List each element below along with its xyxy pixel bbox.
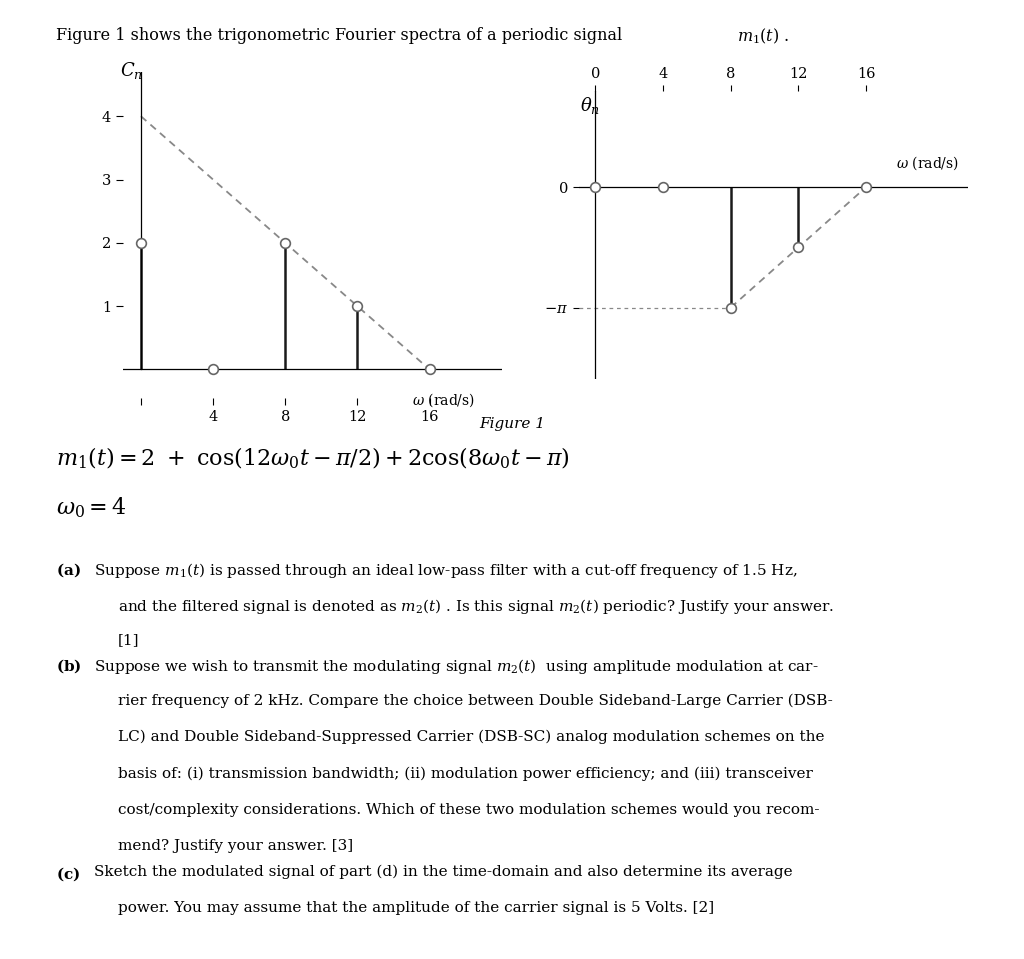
Text: Suppose we wish to transmit the modulating signal $m_2(t)$  using amplitude modu: Suppose we wish to transmit the modulati… [94, 657, 819, 676]
Text: $m_1(t) = 2\ +\ \cos\!\left(12\omega_0 t - \pi/2\right) + 2\cos\!\left(8\omega_0: $m_1(t) = 2\ +\ \cos\!\left(12\omega_0 t… [56, 446, 570, 471]
Text: $\mathbf{(a)}$: $\mathbf{(a)}$ [56, 561, 81, 578]
Text: LC) and Double Sideband-Suppressed Carrier (DSB-SC) analog modulation schemes on: LC) and Double Sideband-Suppressed Carri… [118, 730, 824, 744]
Text: Figure 1 shows the trigonometric Fourier spectra of a periodic signal: Figure 1 shows the trigonometric Fourier… [56, 27, 633, 44]
Text: cost/complexity considerations. Which of these two modulation schemes would you : cost/complexity considerations. Which of… [118, 803, 819, 817]
Text: $\mathbf{(b)}$: $\mathbf{(b)}$ [56, 657, 82, 674]
Text: and the filtered signal is denoted as $m_2(t)$ . Is this signal $m_2(t)$ periodi: and the filtered signal is denoted as $m… [118, 597, 835, 617]
Text: $\omega_0 = 4$: $\omega_0 = 4$ [56, 496, 127, 521]
Text: $C_n$: $C_n$ [121, 60, 143, 82]
Text: Figure 1: Figure 1 [479, 417, 545, 432]
Text: $\omega$ (rad/s): $\omega$ (rad/s) [412, 391, 475, 409]
Text: power. You may assume that the amplitude of the carrier signal is 5 Volts. [2]: power. You may assume that the amplitude… [118, 901, 714, 916]
Text: $\omega$ (rad/s): $\omega$ (rad/s) [896, 154, 959, 172]
Text: $\theta_n$: $\theta_n$ [581, 95, 600, 116]
Text: rier frequency of 2 kHz. Compare the choice between Double Sideband-Large Carrie: rier frequency of 2 kHz. Compare the cho… [118, 693, 833, 708]
Text: [1]: [1] [118, 633, 139, 647]
Text: mend? Justify your answer. [3]: mend? Justify your answer. [3] [118, 839, 353, 854]
Text: Suppose $m_1(t)$ is passed through an ideal low-pass filter with a cut-off frequ: Suppose $m_1(t)$ is passed through an id… [94, 561, 798, 580]
Text: Sketch the modulated signal of part (d) in the time-domain and also determine it: Sketch the modulated signal of part (d) … [94, 865, 793, 879]
Text: $\mathbf{(c)}$: $\mathbf{(c)}$ [56, 865, 81, 882]
Text: basis of: (i) transmission bandwidth; (ii) modulation power efficiency; and (iii: basis of: (i) transmission bandwidth; (i… [118, 766, 813, 781]
Text: $m_1(t)$ .: $m_1(t)$ . [737, 27, 790, 46]
